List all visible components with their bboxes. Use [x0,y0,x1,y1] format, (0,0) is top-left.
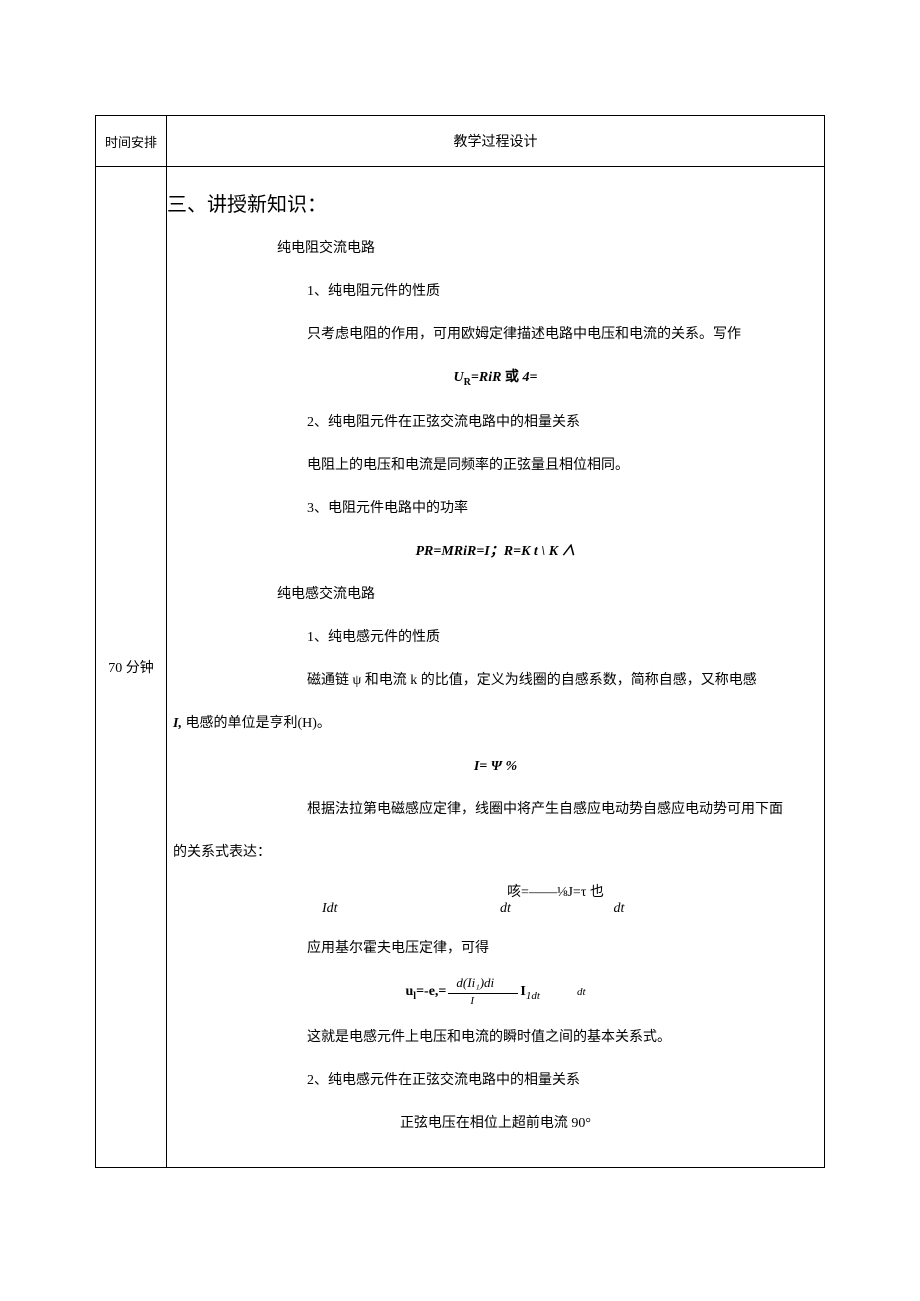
l-item1-body-f: 这就是电感元件上电压和电流的瞬时值之间的基本关系式。 [307,1027,824,1048]
header-right-cell: 教学过程设计 [167,116,825,167]
header-left-label: 时间安排 [105,135,157,150]
r-item1-body: 只考虑电阻的作用，可用欧姆定律描述电路中电压和电流的关系。写作 [307,324,824,345]
r-formula1-text: UR=RiR 或 4= [454,370,538,385]
l-item1-body-a: 磁通链 ψ 和电流 k 的比值，定义为线圈的自感系数，简称自感，又称电感 [307,670,824,691]
header-left-cell: 时间安排 [96,116,167,167]
l-formula2-b-c: dt [569,901,669,916]
l-formula3-num: d(Ii₁)di [456,973,494,993]
l-item1-title: 1、纯电感元件的性质 [307,627,824,648]
l-formula3: ul=-e,= d(Ii₁)di I I1dt dt [167,981,824,1005]
l-formula1-text: I= Ψ % [474,759,517,774]
l-heading: 纯电感交流电路 [277,584,824,605]
content-cell: 三、讲授新知识： 纯电阻交流电路 1、纯电阻元件的性质 只考虑电阻的作用，可用欧… [167,167,825,1168]
l-formula2-b-a: Idt [322,901,442,916]
body-row: 70 分钟 三、讲授新知识： 纯电阻交流电路 1、纯电阻元件的性质 只考虑电阻的… [96,167,825,1168]
l-formula3-tail: dt [577,986,586,998]
duration-text: 70 分钟 [108,661,154,676]
l-item2-title: 2、纯电感元件在正弦交流电路中的相量关系 [307,1070,824,1091]
layout-table: 时间安排 教学过程设计 70 分钟 三、讲授新知识： 纯电阻交流电路 1、纯电阻… [95,115,825,1168]
l-formula2: 咳=——⅛J=τ 也 Idt dt dt [167,885,824,916]
duration-cell: 70 分钟 [96,167,167,1168]
l-item2-body: 正弦电压在相位上超前电流 90° [167,1113,824,1134]
l-item1-body-c: 根据法拉第电磁感应定律，线圈中将产生自感应电动势自感应电动势可用下面 [307,799,824,820]
l-formula2-top: 咳=——⅛J=τ 也 [507,885,604,900]
r-formula2: PR=MRiR=I；R=K t \ K ∧ [167,541,824,562]
l-item1-body-b: I, 电感的单位是亨利(H)。 [173,713,824,734]
l-item1-body-e: 应用基尔霍夫电压定律，可得 [307,938,824,959]
r-formula1: UR=RiR 或 4= [167,367,824,390]
r-formula2-text: PR=MRiR=I；R=K t \ K ∧ [415,544,575,559]
r-item3: 3、电阻元件电路中的功率 [307,498,824,519]
section-title: 三、讲授新知识： [167,190,824,220]
r-item1-title: 1、纯电阻元件的性质 [307,281,824,302]
r-item2-body: 电阻上的电压和电流是同频率的正弦量且相位相同。 [307,455,824,476]
page: 时间安排 教学过程设计 70 分钟 三、讲授新知识： 纯电阻交流电路 1、纯电阻… [0,0,920,1301]
l-item1-body-b-text: 电感的单位是亨利(H)。 [185,716,330,731]
r-item2: 2、纯电阻元件在正弦交流电路中的相量关系 [307,412,824,433]
l-formula2-b-b: dt [446,901,566,916]
header-row: 时间安排 教学过程设计 [96,116,825,167]
l-formula1: I= Ψ % [167,756,824,777]
content-inner: 三、讲授新知识： 纯电阻交流电路 1、纯电阻元件的性质 只考虑电阻的作用，可用欧… [167,190,824,1133]
l-item1-body-d: 的关系式表达： [173,842,824,863]
r-heading: 纯电阻交流电路 [277,238,824,259]
header-right-label: 教学过程设计 [454,135,538,150]
